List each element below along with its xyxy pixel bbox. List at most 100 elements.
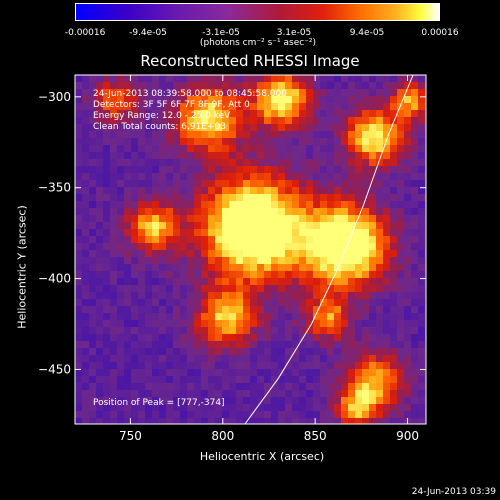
heatmap-cell (117, 103, 124, 110)
heatmap-cell (341, 201, 348, 208)
heatmap-cell (180, 264, 187, 271)
heatmap-cell (89, 117, 96, 124)
heatmap-cell (124, 229, 131, 236)
heatmap-cell (404, 131, 411, 138)
heatmap-cell (229, 124, 236, 131)
heatmap-cell (320, 250, 327, 257)
heatmap-cell (131, 299, 138, 306)
heatmap-cell (292, 131, 299, 138)
heatmap-cell (271, 376, 278, 383)
heatmap-cell (229, 362, 236, 369)
heatmap-cell (348, 306, 355, 313)
heatmap-cell (327, 257, 334, 264)
heatmap-cell (404, 159, 411, 166)
heatmap-cell (341, 243, 348, 250)
heatmap-cell (299, 82, 306, 89)
heatmap-cell (110, 264, 117, 271)
heatmap-cell (103, 96, 110, 103)
heatmap-cell (201, 110, 208, 117)
heatmap-cell (159, 320, 166, 327)
heatmap-cell (215, 229, 222, 236)
heatmap-cell (264, 166, 271, 173)
heatmap-cell (334, 187, 341, 194)
heatmap-cell (306, 369, 313, 376)
heatmap-cell (110, 334, 117, 341)
heatmap-cell (145, 278, 152, 285)
heatmap-cell (173, 320, 180, 327)
heatmap-cell (187, 215, 194, 222)
heatmap-cell (152, 187, 159, 194)
heatmap-cell (131, 369, 138, 376)
heatmap-cell (124, 362, 131, 369)
heatmap-cell (82, 201, 89, 208)
heatmap-cell (236, 411, 243, 418)
heatmap-cell (327, 264, 334, 271)
heatmap-cell (82, 320, 89, 327)
heatmap-cell (131, 250, 138, 257)
heatmap-cell (222, 292, 229, 299)
heatmap-cell (208, 75, 215, 82)
heatmap-cell (341, 271, 348, 278)
heatmap-cell (110, 117, 117, 124)
heatmap-cell (159, 194, 166, 201)
heatmap-cell (194, 257, 201, 264)
heatmap-cell (397, 348, 404, 355)
heatmap-cell (355, 208, 362, 215)
heatmap-cell (278, 383, 285, 390)
heatmap-cell (208, 145, 215, 152)
heatmap-cell (103, 320, 110, 327)
heatmap-cell (173, 306, 180, 313)
heatmap-cell (320, 96, 327, 103)
heatmap-cell (271, 320, 278, 327)
heatmap-cell (369, 320, 376, 327)
heatmap-cell (75, 152, 82, 159)
heatmap-cell (187, 390, 194, 397)
heatmap-cell (166, 383, 173, 390)
heatmap-cell (243, 173, 250, 180)
heatmap-cell (96, 131, 103, 138)
heatmap-cell (159, 145, 166, 152)
heatmap-cell (306, 215, 313, 222)
heatmap-cell (159, 404, 166, 411)
heatmap-cell (376, 110, 383, 117)
heatmap-cell (341, 173, 348, 180)
heatmap-cell (397, 187, 404, 194)
heatmap-cell (173, 117, 180, 124)
heatmap-cell (264, 355, 271, 362)
heatmap-cell (390, 180, 397, 187)
heatmap-cell (369, 418, 376, 424)
heatmap-cell (208, 96, 215, 103)
heatmap-cell (390, 236, 397, 243)
heatmap-cell (257, 222, 264, 229)
heatmap-cell (208, 362, 215, 369)
heatmap-cell (306, 320, 313, 327)
heatmap-cell (292, 285, 299, 292)
heatmap-cell (341, 285, 348, 292)
heatmap-cell (96, 369, 103, 376)
heatmap-cell (173, 271, 180, 278)
heatmap-cell (341, 313, 348, 320)
heatmap-cell (215, 180, 222, 187)
heatmap-cell (362, 131, 369, 138)
heatmap-cell (201, 327, 208, 334)
heatmap-cell (201, 131, 208, 138)
heatmap-cell (320, 138, 327, 145)
colorbar-tick-label: 9.4e-05 (349, 28, 385, 38)
heatmap-cell (180, 306, 187, 313)
heatmap-cell (285, 250, 292, 257)
heatmap-cell (334, 362, 341, 369)
heatmap-cell (418, 383, 425, 390)
heatmap-cell (96, 348, 103, 355)
heatmap-cell (117, 194, 124, 201)
heatmap-cell (362, 271, 369, 278)
heatmap-cell (138, 187, 145, 194)
heatmap-cell (257, 306, 264, 313)
heatmap-cell (369, 285, 376, 292)
heatmap-cell (173, 327, 180, 334)
heatmap-cell (117, 292, 124, 299)
heatmap-cell (201, 124, 208, 131)
heatmap-cell (173, 152, 180, 159)
heatmap-cell (75, 131, 82, 138)
heatmap-cell (173, 348, 180, 355)
heatmap-cell (82, 278, 89, 285)
